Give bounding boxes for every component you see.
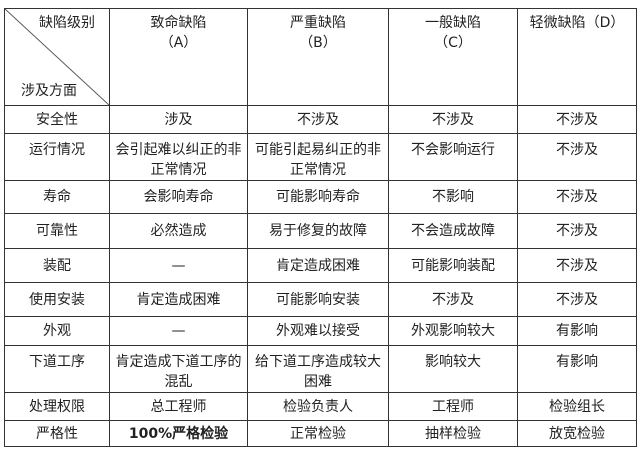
table-cell: 会引起难以纠正的非正常情况 bbox=[109, 133, 248, 181]
table-cell: 可能影响寿命 bbox=[247, 180, 389, 214]
header-row: 缺陷级别 涉及方面 致命缺陷 （A） 严重缺陷 （B） 一般缺陷 （C） 轻微缺陷（D… bbox=[4, 8, 637, 106]
table-cell: 肯定造成困难 bbox=[109, 282, 248, 317]
table-row: 寿命 会影响寿命 可能影响寿命 不影响 不涉及 bbox=[4, 180, 637, 214]
table-cell: 易于修复的故障 bbox=[247, 213, 389, 249]
table-cell: 不涉及 bbox=[517, 213, 637, 249]
table-cell: 会影响寿命 bbox=[109, 180, 248, 214]
column-name: 致命缺陷 bbox=[150, 15, 207, 31]
column-code: （D） bbox=[585, 15, 625, 31]
table-row: 可靠性 必然造成 易于修复的故障 不会造成故障 不涉及 bbox=[4, 213, 637, 249]
table-cell: — bbox=[109, 248, 248, 283]
aspect-cell: 运行情况 bbox=[4, 133, 110, 181]
column-code: （C） bbox=[434, 35, 472, 51]
table-row: 严格性 100%严格检验 正常检验 抽样检验 放宽检验 bbox=[4, 420, 637, 447]
diagonal-divider bbox=[5, 9, 109, 105]
table-cell: 不涉及 bbox=[388, 105, 518, 134]
column-code: （A） bbox=[159, 35, 198, 51]
table-cell: 影响较大 bbox=[388, 345, 518, 393]
aspect-cell: 寿命 bbox=[4, 180, 110, 214]
table-row: 使用安装 肯定造成困难 可能影响安装 不涉及 不涉及 bbox=[4, 282, 637, 317]
table-cell: — bbox=[109, 316, 248, 346]
aspect-cell: 装配 bbox=[4, 248, 110, 283]
table-cell: 可能引起易纠正的非正常情况 bbox=[247, 133, 389, 181]
table-cell: 不涉及 bbox=[517, 133, 637, 181]
column-header-c: 一般缺陷 （C） bbox=[388, 8, 518, 106]
column-name: 轻微缺陷 bbox=[529, 15, 586, 31]
table-row: 装配 — 肯定造成困难 可能影响装配 不涉及 bbox=[4, 248, 637, 283]
table-cell: 不涉及 bbox=[517, 180, 637, 214]
aspect-cell: 下道工序 bbox=[4, 345, 110, 393]
aspect-cell: 外观 bbox=[4, 316, 110, 346]
column-name: 严重缺陷 bbox=[290, 15, 346, 31]
table-cell: 外观影响较大 bbox=[388, 316, 518, 346]
column-header-b: 严重缺陷 （B） bbox=[247, 8, 389, 106]
column-header-d: 轻微缺陷（D） bbox=[517, 8, 637, 106]
table-row: 下道工序 肯定造成下道工序的混乱 给下道工序造成较大困难 影响较大 有影响 bbox=[4, 345, 637, 393]
table-cell: 涉及 bbox=[109, 105, 248, 134]
table-cell: 正常检验 bbox=[247, 420, 389, 447]
aspect-cell: 严格性 bbox=[4, 420, 110, 447]
aspect-cell: 安全性 bbox=[4, 105, 110, 134]
corner-defect-level-label: 缺陷级别 bbox=[39, 15, 95, 31]
table-row: 安全性 涉及 不涉及 不涉及 不涉及 bbox=[4, 105, 637, 134]
table-cell: 有影响 bbox=[517, 316, 637, 346]
table-cell: 给下道工序造成较大困难 bbox=[247, 345, 389, 393]
table-cell: 外观难以接受 bbox=[247, 316, 389, 346]
table-cell: 不会造成故障 bbox=[388, 213, 518, 249]
column-name: 一般缺陷 bbox=[425, 15, 481, 31]
aspect-cell: 使用安装 bbox=[4, 282, 110, 317]
defect-classification-table: 缺陷级别 涉及方面 致命缺陷 （A） 严重缺陷 （B） 一般缺陷 （C） 轻微缺陷（D… bbox=[4, 8, 637, 447]
table-row: 运行情况 会引起难以纠正的非正常情况 可能引起易纠正的非正常情况 不会影响运行 不涉及 bbox=[4, 133, 637, 181]
table-cell: 检验负责人 bbox=[247, 392, 389, 421]
table-cell: 必然造成 bbox=[109, 213, 248, 249]
table-cell: 抽样检验 bbox=[388, 420, 518, 447]
table-cell: 有影响 bbox=[517, 345, 637, 393]
table-row: 处理权限 总工程师 检验负责人 工程师 检验组长 bbox=[4, 392, 637, 421]
table-cell: 肯定造成困难 bbox=[247, 248, 389, 283]
table-cell: 不涉及 bbox=[517, 105, 637, 134]
column-header-a: 致命缺陷 （A） bbox=[109, 8, 248, 106]
aspect-cell: 处理权限 bbox=[4, 392, 110, 421]
table-cell: 检验组长 bbox=[517, 392, 637, 421]
table-row: 外观 — 外观难以接受 外观影响较大 有影响 bbox=[4, 316, 637, 346]
table-cell: 不涉及 bbox=[388, 282, 518, 317]
table-cell: 可能影响装配 bbox=[388, 248, 518, 283]
column-code: （B） bbox=[299, 35, 337, 51]
aspect-cell: 可靠性 bbox=[4, 213, 110, 249]
table-cell: 不涉及 bbox=[517, 282, 637, 317]
table-cell: 放宽检验 bbox=[517, 420, 637, 447]
table-cell: 不影响 bbox=[388, 180, 518, 214]
table-cell: 总工程师 bbox=[109, 392, 248, 421]
table-cell: 可能影响安装 bbox=[247, 282, 389, 317]
corner-aspect-label: 涉及方面 bbox=[21, 83, 77, 99]
table-cell: 不涉及 bbox=[517, 248, 637, 283]
table-cell: 工程师 bbox=[388, 392, 518, 421]
corner-header-cell: 缺陷级别 涉及方面 bbox=[4, 8, 110, 106]
table-cell: 100%严格检验 bbox=[109, 420, 248, 447]
table-cell: 肯定造成下道工序的混乱 bbox=[109, 345, 248, 393]
table-cell: 不会影响运行 bbox=[388, 133, 518, 181]
table-cell: 不涉及 bbox=[247, 105, 389, 134]
